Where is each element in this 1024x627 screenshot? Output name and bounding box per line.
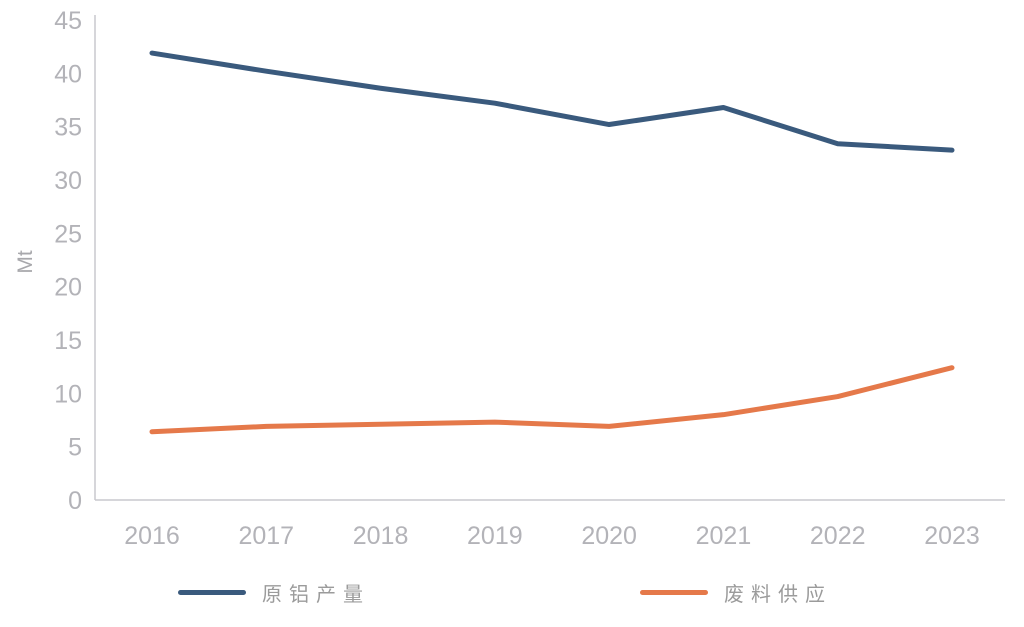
series-line-1 bbox=[149, 365, 955, 435]
legend-swatch-scrap-supply bbox=[640, 590, 708, 595]
y-tick-label: 5 bbox=[68, 434, 82, 462]
y-tick-label: 15 bbox=[54, 327, 82, 355]
x-tick-labels: 2016 2017 2018 2019 2020 2021 2022 2023 bbox=[124, 522, 980, 550]
x-tick-label: 2022 bbox=[810, 522, 866, 550]
y-tick-label: 20 bbox=[54, 274, 82, 302]
chart-legend: 原铝产量 废料供应 bbox=[0, 578, 1024, 618]
y-tick-label: 0 bbox=[68, 487, 82, 515]
y-tick-label: 40 bbox=[54, 60, 82, 88]
legend-item-primary-aluminum: 原铝产量 bbox=[178, 578, 370, 607]
legend-swatch-primary-aluminum bbox=[178, 590, 246, 595]
x-tick-label: 2018 bbox=[353, 522, 409, 550]
x-tick-label: 2019 bbox=[467, 522, 523, 550]
legend-label-primary-aluminum: 原铝产量 bbox=[262, 584, 370, 606]
x-tick-label: 2016 bbox=[124, 522, 180, 550]
y-tick-labels: 0 5 10 15 20 25 30 35 40 45 bbox=[54, 7, 82, 515]
series-lines bbox=[149, 50, 955, 435]
y-tick-label: 35 bbox=[54, 114, 82, 142]
legend-label-scrap-supply: 废料供应 bbox=[724, 584, 832, 606]
x-tick-label: 2023 bbox=[924, 522, 980, 550]
y-tick-label: 45 bbox=[54, 7, 82, 35]
y-tick-label: 10 bbox=[54, 380, 82, 408]
x-tick-label: 2020 bbox=[581, 522, 637, 550]
x-tick-label: 2017 bbox=[238, 522, 294, 550]
y-axis-unit-label: Mt bbox=[14, 250, 37, 273]
y-tick-label: 30 bbox=[54, 167, 82, 195]
y-tick-label: 25 bbox=[54, 220, 82, 248]
series-line-0 bbox=[149, 50, 955, 153]
x-tick-label: 2021 bbox=[696, 522, 752, 550]
legend-item-scrap-supply: 废料供应 bbox=[640, 578, 832, 607]
